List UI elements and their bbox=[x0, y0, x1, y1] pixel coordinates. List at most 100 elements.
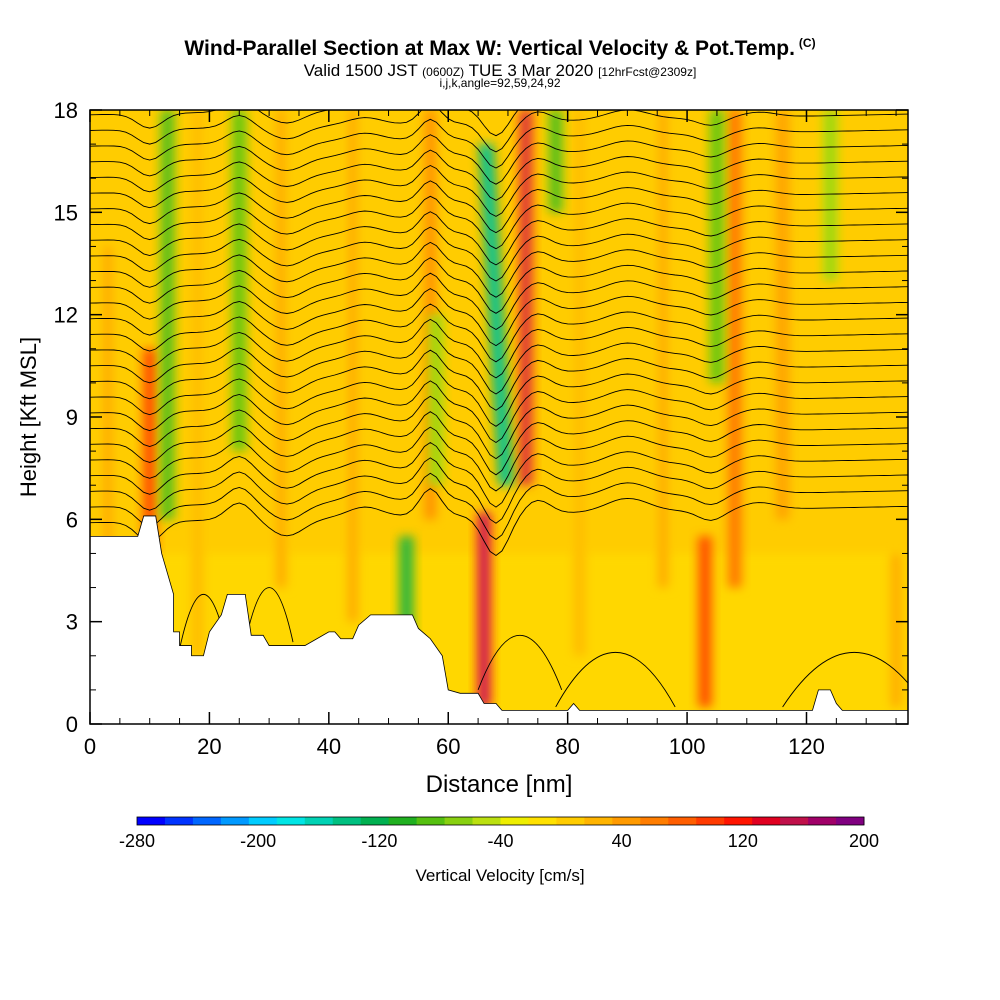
downdraft-cell bbox=[231, 110, 248, 452]
isentrope-line bbox=[90, 303, 908, 363]
x-tick-label: 0 bbox=[84, 734, 96, 759]
colorbar-swatch bbox=[668, 817, 697, 825]
x-tick-label: 20 bbox=[197, 734, 221, 759]
isentrope-line bbox=[90, 164, 908, 217]
colorbar-swatch bbox=[556, 817, 585, 825]
low-level-contour bbox=[477, 634, 563, 691]
colorbar-tick-label: -40 bbox=[487, 831, 513, 851]
colorbar-tick-label: -120 bbox=[361, 831, 397, 851]
colorbar-tick-label: 200 bbox=[849, 831, 879, 851]
colorbar: -280 -200 -120 -40 40 120 200 bbox=[119, 816, 879, 851]
isentrope-line bbox=[90, 195, 908, 250]
colorbar-swatch bbox=[752, 817, 781, 825]
isentrope-line bbox=[90, 180, 908, 234]
chart-subtitle: Valid 1500 JST (0600Z) TUE 3 Mar 2020 [1… bbox=[303, 61, 697, 80]
axes: 0 20 40 60 80 100 120 0 3 6 9 12 15 18 bbox=[54, 98, 908, 759]
updraft-cell bbox=[696, 536, 713, 707]
colorbar-tick-label: 40 bbox=[612, 831, 632, 851]
isentrope-line bbox=[90, 149, 908, 201]
isentrope-line bbox=[90, 241, 908, 298]
isentrope-line bbox=[90, 488, 908, 557]
colorbar-swatch bbox=[276, 817, 306, 825]
isentrope-line bbox=[90, 272, 908, 331]
plot-area bbox=[90, 110, 908, 724]
y-tick-label: 9 bbox=[66, 405, 78, 430]
colorbar-label: Vertical Velocity [cm/s] bbox=[415, 866, 584, 885]
y-tick-label: 6 bbox=[66, 507, 78, 532]
isentrope-line bbox=[90, 257, 908, 314]
updraft-cell bbox=[99, 246, 116, 554]
colorbar-swatch bbox=[444, 817, 474, 825]
isentrope-line bbox=[90, 441, 908, 508]
updraft-cell bbox=[344, 110, 361, 622]
colorbar-swatch bbox=[304, 817, 334, 825]
x-axis-label: Distance [nm] bbox=[426, 771, 573, 798]
y-tick-label: 3 bbox=[66, 610, 78, 635]
updraft-cell bbox=[774, 110, 791, 520]
colorbar-swatch bbox=[500, 817, 529, 825]
colorbar-swatch bbox=[332, 817, 362, 825]
isentrope-line bbox=[90, 411, 908, 476]
colorbar-swatch bbox=[612, 817, 641, 825]
x-tick-label: 100 bbox=[669, 734, 706, 759]
colorbar-swatch bbox=[164, 817, 194, 825]
isentrope-line bbox=[90, 349, 908, 411]
downdraft-cell bbox=[159, 110, 176, 520]
updraft-cell bbox=[888, 553, 905, 707]
isentrope-line bbox=[90, 457, 908, 524]
updraft-cell bbox=[141, 348, 158, 554]
colorbar-tick-label: -200 bbox=[240, 831, 276, 851]
colorbar-swatch bbox=[137, 817, 166, 825]
colorbar-swatch bbox=[388, 817, 418, 825]
updraft-cell bbox=[726, 110, 743, 588]
isentrope-line bbox=[90, 395, 908, 460]
isentrope-line bbox=[90, 426, 908, 492]
isentrope-line bbox=[90, 134, 908, 185]
colorbar-swatch bbox=[248, 817, 278, 825]
downdraft-cell bbox=[708, 110, 725, 383]
updraft-cell bbox=[476, 512, 493, 707]
x-tick-label: 60 bbox=[436, 734, 460, 759]
isentrope-line bbox=[90, 118, 908, 169]
isentrope-line bbox=[90, 364, 908, 427]
downdraft-cell bbox=[547, 110, 564, 213]
isentrope-line bbox=[90, 472, 908, 540]
isentrope-line bbox=[90, 334, 908, 395]
x-tick-label: 80 bbox=[555, 734, 579, 759]
updraft-cell bbox=[273, 110, 290, 588]
low-level-contour bbox=[244, 587, 294, 643]
isentrope-line bbox=[90, 211, 908, 266]
x-tick-label: 40 bbox=[317, 734, 341, 759]
x-tick-label: 120 bbox=[788, 734, 825, 759]
updraft-cell bbox=[517, 110, 534, 486]
isentrope-line bbox=[90, 110, 908, 153]
isentrope-line bbox=[90, 380, 908, 444]
isentrope-line bbox=[90, 110, 519, 137]
updraft-cell bbox=[571, 110, 588, 656]
colorbar-swatch bbox=[472, 817, 501, 825]
chart-title: Wind-Parallel Section at Max W: Vertical… bbox=[184, 36, 816, 60]
low-level-contour bbox=[782, 652, 908, 708]
y-tick-label: 0 bbox=[66, 712, 78, 737]
colorbar-swatch bbox=[584, 817, 613, 825]
colorbar-tick-label: -280 bbox=[119, 831, 155, 851]
isentrope-line bbox=[90, 288, 908, 347]
grid-indices: i,j,k,angle=92,59,24,92 bbox=[439, 76, 561, 90]
y-tick-label: 12 bbox=[54, 303, 78, 328]
y-tick-label: 15 bbox=[54, 200, 78, 225]
low-level-contour bbox=[555, 652, 676, 708]
y-tick-label: 18 bbox=[54, 98, 78, 123]
colorbar-swatch bbox=[528, 817, 557, 825]
colorbar-frame bbox=[136, 816, 865, 826]
isentrope-line bbox=[90, 318, 908, 379]
colorbar-swatch bbox=[836, 817, 865, 825]
updraft-cell bbox=[655, 110, 672, 588]
colorbar-swatch bbox=[220, 817, 250, 825]
colorbar-swatch bbox=[696, 817, 725, 825]
downdraft-cell bbox=[822, 110, 839, 281]
colorbar-swatch bbox=[780, 817, 809, 825]
colorbar-swatch bbox=[416, 817, 446, 825]
updraft-cell bbox=[189, 110, 206, 656]
isentrope-line bbox=[90, 226, 908, 282]
